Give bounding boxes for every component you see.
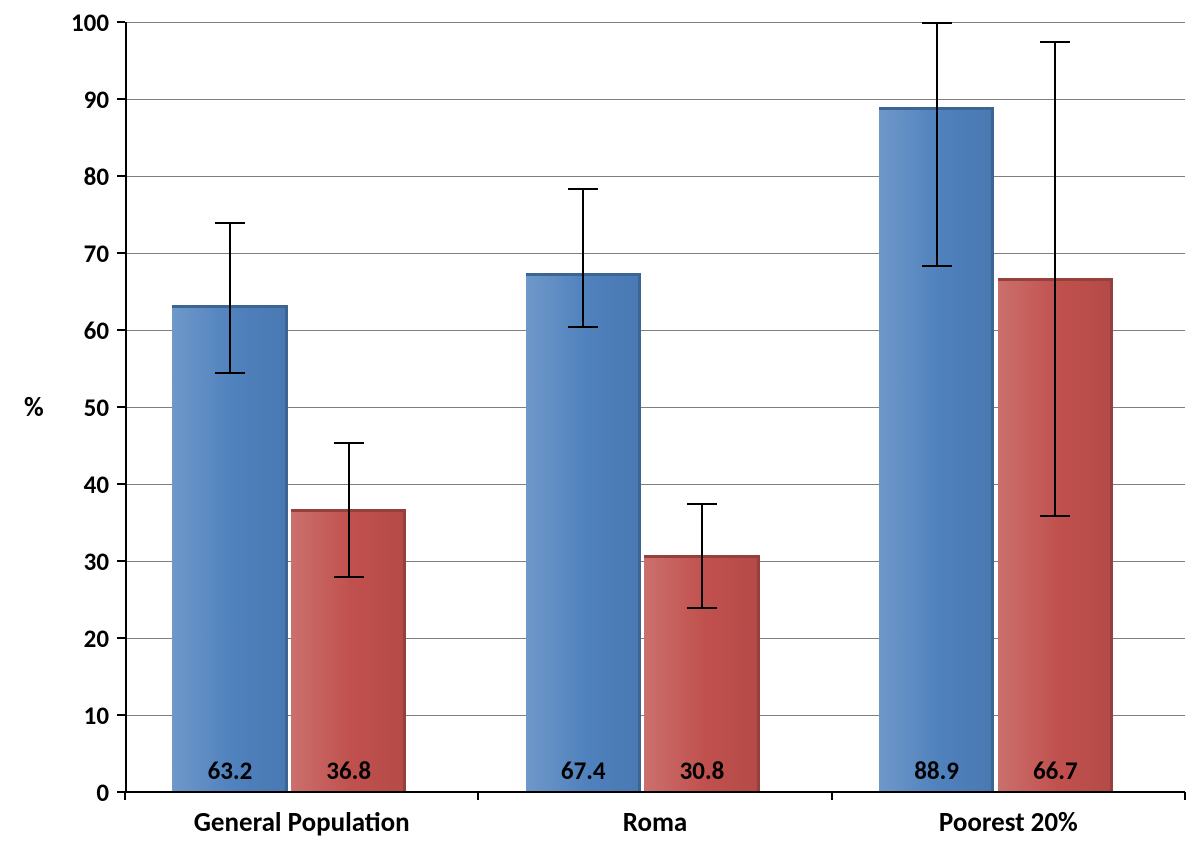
x-tick (477, 792, 479, 800)
y-axis-line (125, 22, 127, 792)
y-tick-label: 70 (47, 238, 109, 269)
error-bar-cap (687, 607, 717, 609)
error-bar (701, 503, 703, 607)
x-tick (1184, 792, 1186, 800)
y-tick (117, 714, 125, 716)
y-tick-label: 10 (47, 700, 109, 731)
y-tick (117, 98, 125, 100)
y-tick-label: 30 (47, 546, 109, 577)
x-category-label: General Population (125, 806, 478, 839)
bar-value-label: 63.2 (172, 755, 287, 786)
gridline (125, 99, 1185, 100)
y-tick (117, 329, 125, 331)
error-bar (348, 442, 350, 577)
error-bar-cap (922, 22, 952, 24)
bar-value-label: 67.4 (526, 755, 641, 786)
y-tick-label: 100 (47, 7, 109, 38)
error-bar-cap (334, 442, 364, 444)
x-tick (831, 792, 833, 800)
bar-chart: % 63.236.8 67.430.8 88.966.7 0 10 20 30 40 50 60… (0, 0, 1200, 863)
error-bar (1054, 41, 1056, 515)
error-bar-cap (568, 326, 598, 328)
x-category-label: Poorest 20% (832, 806, 1185, 839)
plot-area: 63.236.8 67.430.8 88.966.7 (125, 22, 1185, 792)
y-tick-label: 40 (47, 469, 109, 500)
bar-value-label: 30.8 (644, 755, 759, 786)
x-category-label: Roma (478, 806, 831, 839)
error-bar (936, 22, 938, 265)
gridline (125, 22, 1185, 23)
y-tick (117, 483, 125, 485)
y-tick (117, 560, 125, 562)
bar-value-label: 36.8 (291, 755, 406, 786)
y-tick (117, 637, 125, 639)
error-bar (229, 222, 231, 372)
y-tick-label: 80 (47, 161, 109, 192)
y-tick-label: 20 (47, 623, 109, 654)
y-tick (117, 21, 125, 23)
error-bar-cap (568, 188, 598, 190)
error-bar-cap (922, 265, 952, 267)
y-tick-label: 50 (47, 392, 109, 423)
x-axis-line (125, 791, 1185, 793)
bar-series-a-1: 67.4 (526, 273, 641, 792)
y-tick (117, 175, 125, 177)
bar-value-label: 66.7 (998, 755, 1113, 786)
gridline (125, 253, 1185, 254)
y-tick-label: 0 (47, 777, 109, 808)
y-tick (117, 252, 125, 254)
error-bar (582, 188, 584, 327)
error-bar-cap (215, 222, 245, 224)
gridline (125, 176, 1185, 177)
y-tick-label: 90 (47, 84, 109, 115)
y-tick-label: 60 (47, 315, 109, 346)
y-tick (117, 406, 125, 408)
bar-value-label: 88.9 (879, 755, 994, 786)
error-bar-cap (687, 503, 717, 505)
error-bar-cap (334, 576, 364, 578)
error-bar-cap (215, 372, 245, 374)
x-tick (124, 792, 126, 800)
bar-series-a-0: 63.2 (172, 305, 287, 792)
error-bar-cap (1040, 41, 1070, 43)
error-bar-cap (1040, 515, 1070, 517)
y-axis-label: % (24, 391, 44, 424)
